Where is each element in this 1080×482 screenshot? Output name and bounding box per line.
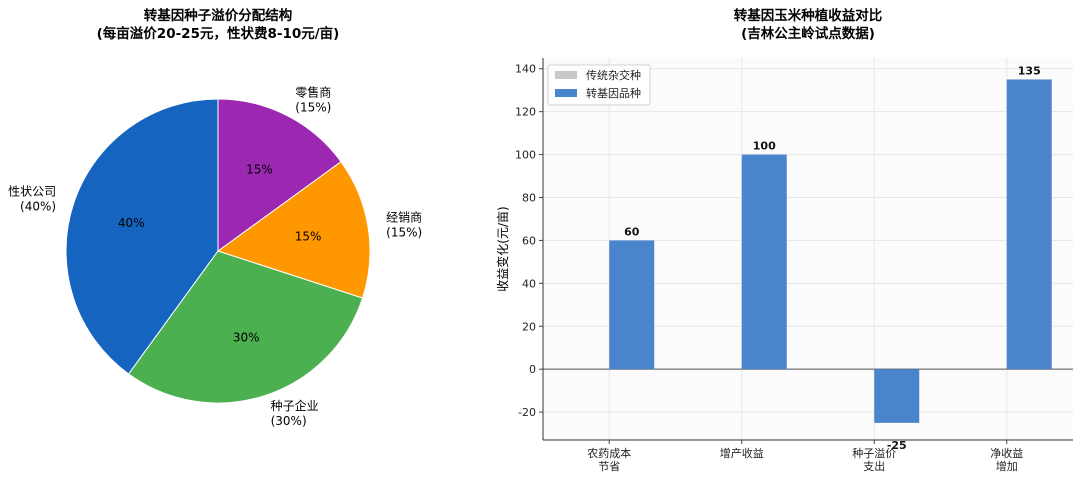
y-tick-label: 140 <box>515 63 536 76</box>
x-tick-label: 增加 <box>996 459 1018 473</box>
y-tick-label: 80 <box>522 191 536 204</box>
legend-label-traditional: 传统杂交种 <box>586 68 641 82</box>
pie-subtitle: (每亩溢价20-25元，性状费8-10元/亩) <box>97 25 340 42</box>
x-tick-label: 增产收益 <box>720 446 764 460</box>
bar-data-label: 60 <box>624 225 640 238</box>
bar-title: 转基因玉米种植收益对比 <box>734 7 883 24</box>
x-tick-label: 净收益 <box>990 446 1023 460</box>
pie-slice-2 <box>216 160 371 299</box>
bar-gm <box>874 369 920 423</box>
x-tick-label: 农药成本 <box>587 446 631 460</box>
pie-percent-label: 15% <box>295 230 322 244</box>
y-tick-label: 0 <box>529 363 536 376</box>
pie-percent-label: 30% <box>233 331 260 345</box>
y-axis-label: 收益变化(元/亩) <box>495 206 510 291</box>
pie-slice-pct-label: (40%) <box>20 199 56 213</box>
pie-percent-label: 15% <box>246 163 273 177</box>
pie-slice-name-label: 种子企业 <box>271 398 319 413</box>
x-tick-label: 节省 <box>598 460 620 473</box>
pie-slice-name-label: 性状公司 <box>8 184 56 198</box>
pie-title: 转基因种子溢价分配结构 <box>144 7 293 24</box>
bar-data-label: -25 <box>887 439 907 452</box>
bar-data-label: 100 <box>753 140 776 153</box>
x-tick-label: 支出 <box>863 459 885 473</box>
bar-subtitle: (吉林公主岭试点数据) <box>741 25 875 42</box>
pie-slice-3 <box>217 98 342 252</box>
legend: 传统杂交种 转基因品种 <box>547 64 651 106</box>
y-tick-label: 20 <box>522 320 536 333</box>
x-tick-label: 种子溢价 <box>852 446 896 460</box>
bar-gm <box>741 154 787 370</box>
bar-data-label: 135 <box>1018 64 1041 77</box>
legend-swatch-traditional <box>555 71 577 79</box>
pie-slice-pct-label: (15%) <box>295 100 331 114</box>
legend-swatch-gm <box>555 89 577 97</box>
bar-gm <box>609 240 655 370</box>
bar-gm <box>1006 79 1052 370</box>
pie-slice-1 <box>127 250 364 404</box>
pie-slice-pct-label: (15%) <box>386 225 422 239</box>
legend-label-gm: 转基因品种 <box>586 86 641 100</box>
pie-slice-name-label: 经销商 <box>386 209 422 224</box>
y-tick-label: 40 <box>522 277 536 290</box>
y-tick-label: -20 <box>518 406 536 419</box>
pie-slice-0 <box>65 98 219 375</box>
pie-slice-pct-label: (30%) <box>271 414 307 428</box>
y-tick-label: 120 <box>515 106 536 119</box>
pie-percent-label: 40% <box>118 216 145 230</box>
y-tick-label: 100 <box>515 149 536 162</box>
y-tick-label: 60 <box>522 234 536 247</box>
pie-slice-name-label: 零售商 <box>295 84 331 99</box>
pie-chart: 转基因种子溢价分配结构 (每亩溢价20-25元，性状费8-10元/亩) 40% 3… <box>8 7 422 428</box>
